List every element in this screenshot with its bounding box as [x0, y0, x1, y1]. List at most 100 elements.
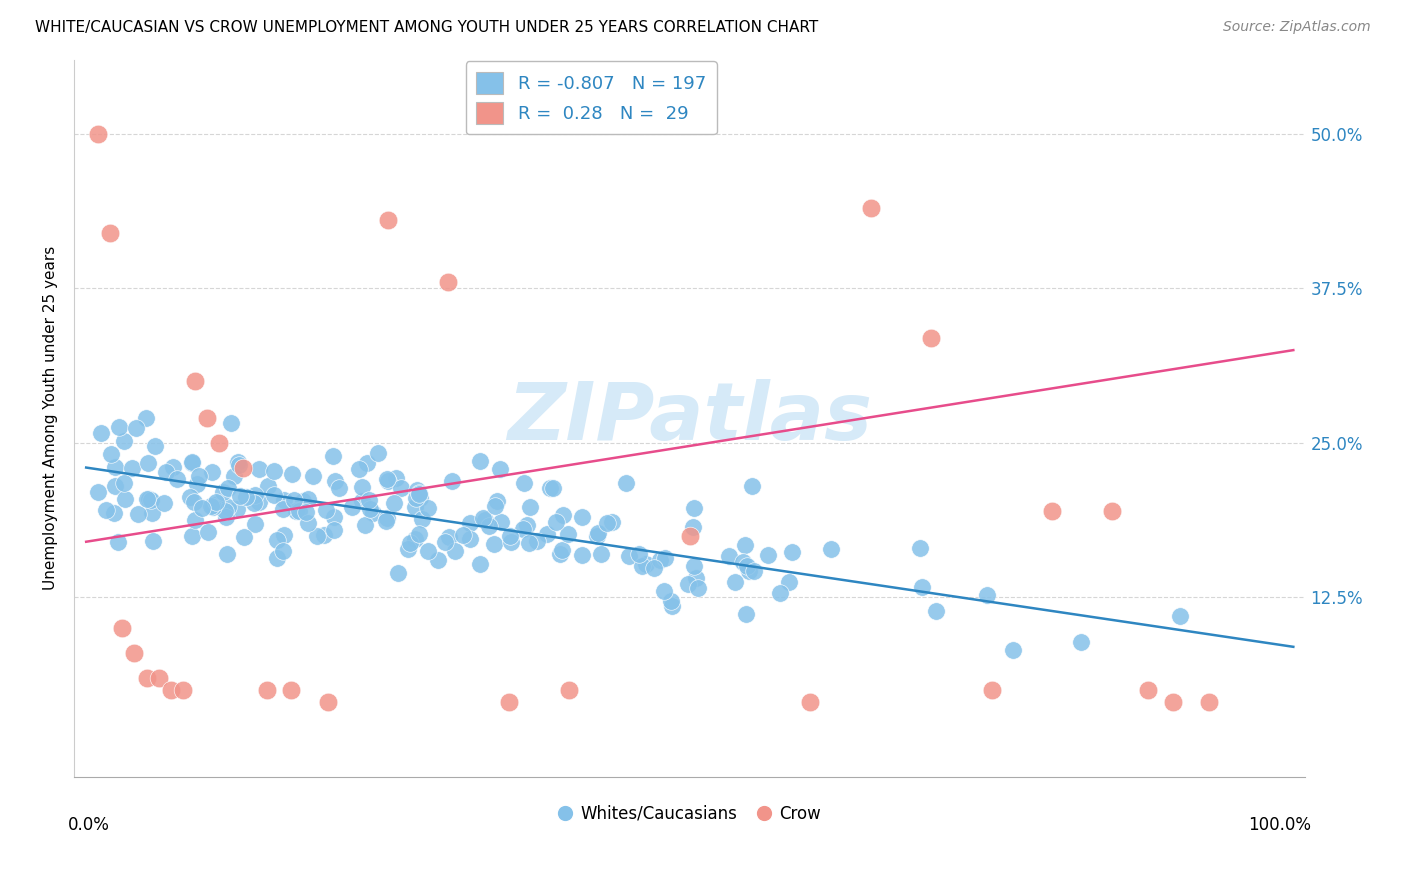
Point — [628, 547, 651, 561]
Point — [356, 456, 378, 470]
Point — [1070, 634, 1092, 648]
Point — [404, 533, 426, 547]
Point — [195, 411, 218, 425]
Point — [1137, 683, 1160, 698]
Point — [86, 484, 108, 499]
Point — [98, 226, 121, 240]
Point — [212, 484, 235, 499]
Point — [349, 462, 371, 476]
Point — [683, 559, 706, 574]
Point — [135, 411, 157, 425]
Point — [859, 201, 882, 215]
Point — [141, 493, 163, 508]
Point — [516, 517, 538, 532]
Point — [546, 515, 568, 529]
Point — [541, 481, 564, 495]
Point — [683, 501, 706, 516]
Point — [135, 671, 157, 685]
Point — [152, 495, 174, 509]
Point — [184, 374, 207, 388]
Point — [617, 549, 640, 564]
Point — [659, 594, 682, 608]
Point — [219, 417, 242, 431]
Text: 100.0%: 100.0% — [1249, 816, 1312, 834]
Point — [214, 504, 236, 518]
Point — [654, 584, 676, 599]
Point — [685, 571, 707, 585]
Text: Source: ZipAtlas.com: Source: ZipAtlas.com — [1223, 20, 1371, 34]
Point — [377, 213, 399, 227]
Point — [676, 577, 699, 591]
Point — [741, 479, 763, 493]
Point — [229, 489, 252, 503]
Point — [305, 529, 328, 543]
Point — [737, 559, 759, 574]
Point — [328, 481, 350, 495]
Point — [112, 475, 135, 490]
Point — [571, 509, 593, 524]
Point — [734, 538, 756, 552]
Point — [314, 528, 336, 542]
Point — [451, 528, 474, 542]
Point — [513, 475, 536, 490]
Text: ZIPatlas: ZIPatlas — [508, 379, 872, 457]
Point — [297, 491, 319, 506]
Point — [488, 461, 510, 475]
Point — [571, 548, 593, 562]
Point — [208, 435, 231, 450]
Point — [135, 491, 157, 506]
Point — [396, 541, 419, 556]
Point — [976, 588, 998, 602]
Point — [498, 695, 520, 709]
Point — [377, 474, 399, 488]
Point — [104, 479, 127, 493]
Point — [359, 502, 381, 516]
Point — [723, 574, 745, 589]
Point — [228, 458, 250, 473]
Point — [434, 534, 457, 549]
Point — [536, 527, 558, 541]
Point — [217, 481, 239, 495]
Point — [411, 512, 433, 526]
Point — [586, 526, 609, 541]
Point — [180, 456, 202, 470]
Point — [648, 553, 671, 567]
Point — [243, 496, 266, 510]
Point — [738, 564, 761, 578]
Point — [654, 550, 676, 565]
Point — [474, 513, 496, 527]
Point — [634, 557, 657, 571]
Point — [247, 462, 270, 476]
Point — [183, 494, 205, 508]
Point — [215, 509, 238, 524]
Point — [389, 481, 412, 495]
Point — [519, 536, 541, 550]
Point — [458, 532, 481, 546]
Point — [820, 542, 842, 557]
Point — [225, 502, 247, 516]
Point — [468, 454, 491, 468]
Point — [548, 547, 571, 561]
Point — [124, 421, 146, 435]
Point — [1168, 609, 1191, 624]
Point — [112, 434, 135, 448]
Point — [357, 493, 380, 508]
Point — [266, 551, 288, 566]
Point — [340, 500, 363, 514]
Point — [271, 501, 294, 516]
Legend: Whites/Caucasians, Crow: Whites/Caucasians, Crow — [553, 798, 827, 830]
Point — [323, 474, 346, 488]
Point — [643, 561, 665, 575]
Point — [408, 485, 430, 500]
Point — [107, 535, 129, 549]
Point — [288, 503, 311, 517]
Point — [257, 479, 280, 493]
Point — [350, 480, 373, 494]
Point — [756, 548, 779, 562]
Point — [734, 607, 756, 621]
Point — [297, 516, 319, 530]
Point — [172, 683, 194, 698]
Point — [263, 464, 285, 478]
Point — [375, 511, 398, 525]
Point — [1101, 504, 1123, 518]
